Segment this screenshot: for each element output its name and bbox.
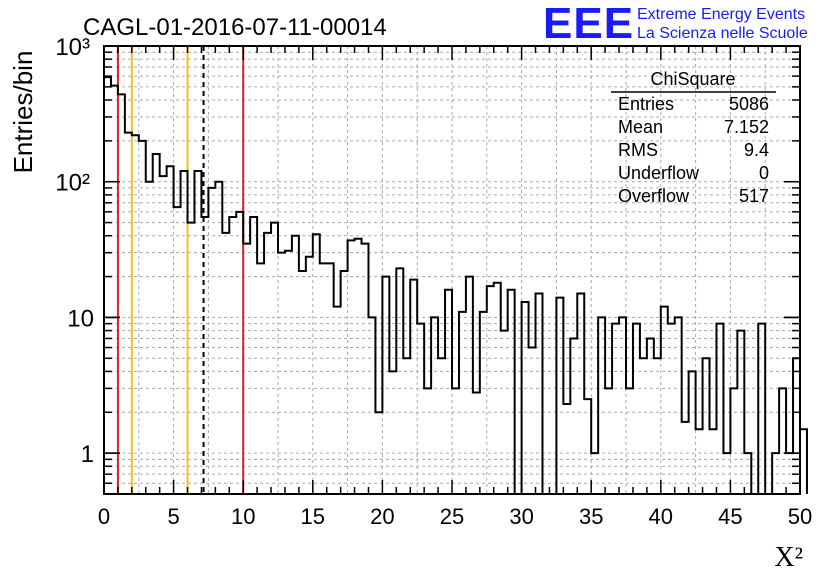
stats-box: ChiSquare Entries 5086 Mean 7.152 RMS 9.4 Unde… <box>611 69 776 206</box>
reference-lines <box>116 46 245 494</box>
logo-mark: EEE <box>543 0 635 48</box>
axis-ticks: 0 5 10 15 20 25 30 35 40 45 50 1 10 10² 10³ <box>55 34 812 529</box>
stats-row-value: 5086 <box>729 94 769 114</box>
stats-title: ChiSquare <box>650 69 735 89</box>
y-tick-label: 1 <box>81 441 94 468</box>
y-tick-label: 10³ <box>55 34 90 61</box>
stats-row-value: 9.4 <box>744 140 769 160</box>
y-tick-label: 10 <box>67 305 94 332</box>
stats-row-label: Entries <box>618 94 674 114</box>
x-tick-label: 0 <box>98 504 110 529</box>
x-tick-label: 5 <box>167 504 179 529</box>
x-tick-label: 35 <box>579 504 603 529</box>
stats-row-value: 7.152 <box>724 117 769 137</box>
stats-row-label: Overflow <box>618 186 690 206</box>
stats-row-label: Mean <box>618 117 663 137</box>
stats-row-label: Underflow <box>618 163 700 183</box>
y-axis-label: Entries/bin <box>8 51 38 174</box>
x-axis-label: X² <box>774 542 803 572</box>
logo-line-2: La Scienza nelle Scuole <box>637 25 808 42</box>
x-tick-label: 20 <box>370 504 394 529</box>
stats-row-label: RMS <box>618 140 658 160</box>
stats-row-value: 0 <box>759 163 769 183</box>
x-tick-label: 45 <box>718 504 742 529</box>
x-tick-label: 50 <box>788 504 812 529</box>
x-tick-label: 10 <box>231 504 255 529</box>
x-tick-label: 40 <box>649 504 673 529</box>
histogram-line <box>103 76 808 495</box>
y-tick-label: 10² <box>55 170 90 197</box>
x-tick-label: 25 <box>440 504 464 529</box>
x-tick-label: 15 <box>301 504 325 529</box>
stats-row-value: 517 <box>739 186 769 206</box>
logo-line-1: Extreme Energy Events <box>637 6 806 23</box>
x-tick-label: 30 <box>509 504 533 529</box>
chart-title: CAGL-01-2016-07-11-00014 <box>83 14 387 41</box>
